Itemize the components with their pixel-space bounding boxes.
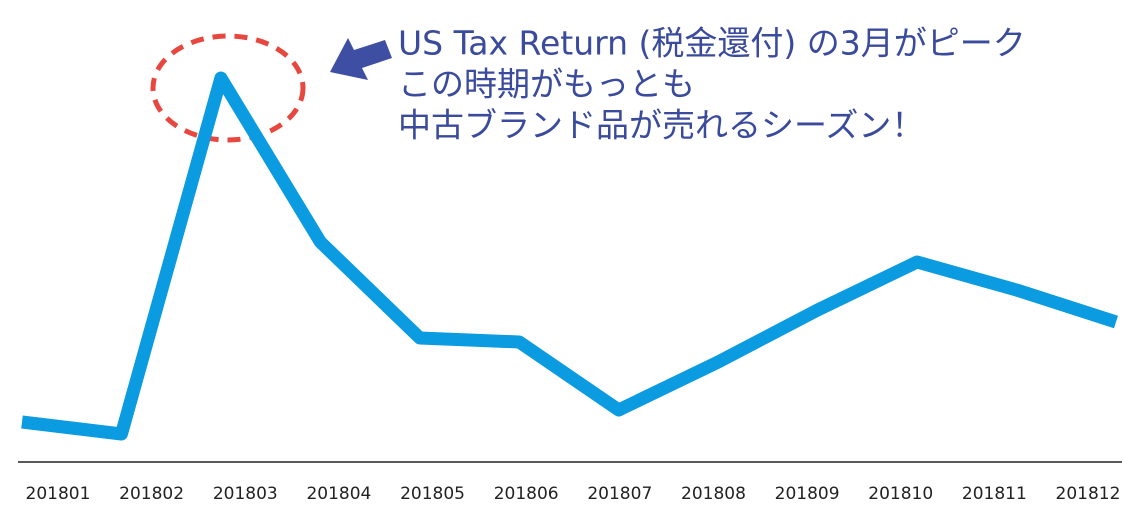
x-tick-label: 201806: [494, 484, 559, 504]
x-tick-label: 201812: [1056, 484, 1121, 504]
x-tick-label: 201811: [962, 484, 1027, 504]
x-tick-label: 201804: [306, 484, 371, 504]
x-tick-label: 201803: [213, 484, 278, 504]
x-tick-label: 201807: [587, 484, 652, 504]
annotation-arrow: [330, 38, 392, 80]
highlight-ellipse: [150, 33, 306, 143]
annotation: US Tax Return (税金還付) の3月がピーク: [398, 24, 1026, 63]
x-tick-label: 201808: [681, 484, 746, 504]
x-tick-label: 201805: [400, 484, 465, 504]
x-tick-label: 201802: [119, 484, 184, 504]
x-tick-label: 201809: [775, 484, 840, 504]
x-tick-label: 201801: [26, 484, 91, 504]
annotation: この時期がもっとも: [398, 65, 695, 104]
annotation: 中古ブランド品が売れるシーズン！: [398, 106, 924, 145]
x-tick-label: 201810: [868, 484, 933, 504]
data-line: [21, 71, 1118, 441]
